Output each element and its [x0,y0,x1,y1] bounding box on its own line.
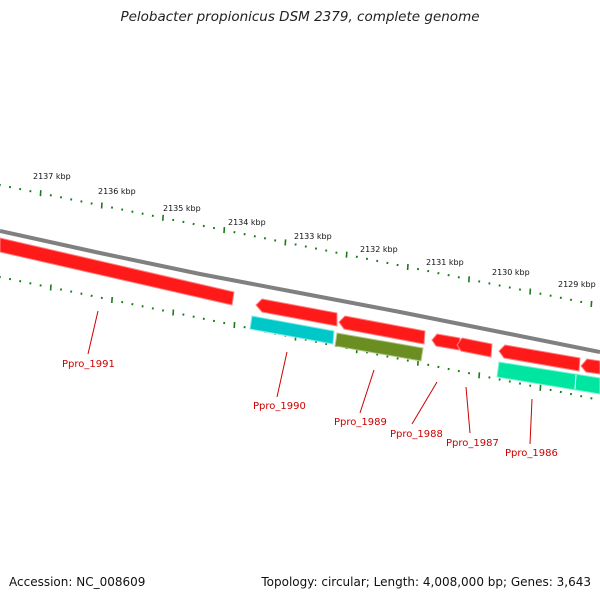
gene-label-ppro-1991[interactable]: Ppro_1991 [62,359,115,370]
kbp-label: 2137 kbp [33,172,71,181]
leader-line [359,369,375,414]
genome-stats-text: Topology: circular; Length: 4,008,000 bp… [261,575,591,589]
gene-arrow-ppro-1990[interactable] [255,298,338,327]
gene-arrow-ppro-1991[interactable] [0,237,235,306]
gene-arrow-ppro-1986[interactable] [498,344,581,372]
genome-backbone [0,229,600,354]
kbp-label: 2135 kbp [163,204,201,213]
leader-line [411,381,438,425]
genome-title: Pelobacter propionicus DSM 2379, complet… [120,9,480,25]
gene-label-ppro-1986[interactable]: Ppro_1986 [505,448,558,459]
feature-bar-cyan[interactable] [249,315,335,345]
gene-arrow-ppro-1988[interactable] [431,333,461,351]
gene-label-ppro-1990[interactable]: Ppro_1990 [253,401,306,412]
kbp-label: 2131 kbp [426,258,464,267]
kbp-label: 2132 kbp [360,245,398,254]
feature-bar-green[interactable] [496,361,600,395]
feature-bar-olive[interactable] [334,332,424,362]
kbp-label: 2133 kbp [294,232,332,241]
leader-line [465,386,471,434]
leader-line [87,310,99,355]
accession-text: Accession: NC_008609 [9,575,146,589]
kbp-label: 2134 kbp [228,218,266,227]
leader-line [529,398,533,445]
outer-scale-ticks [0,184,593,307]
feature-divider [574,374,577,390]
gene-arrow-edge[interactable] [580,358,600,375]
kbp-label: 2136 kbp [98,187,136,196]
gene-label-ppro-1987[interactable]: Ppro_1987 [446,438,499,449]
gene-arrow-ppro-1987[interactable] [456,337,493,358]
gene-label-ppro-1988[interactable]: Ppro_1988 [390,429,443,440]
kbp-label: 2129 kbp [558,280,596,289]
leader-line [276,351,288,398]
gene-arrow-ppro-1989[interactable] [338,315,426,345]
gene-label-ppro-1989[interactable]: Ppro_1989 [334,417,387,428]
kbp-label: 2130 kbp [492,268,530,277]
